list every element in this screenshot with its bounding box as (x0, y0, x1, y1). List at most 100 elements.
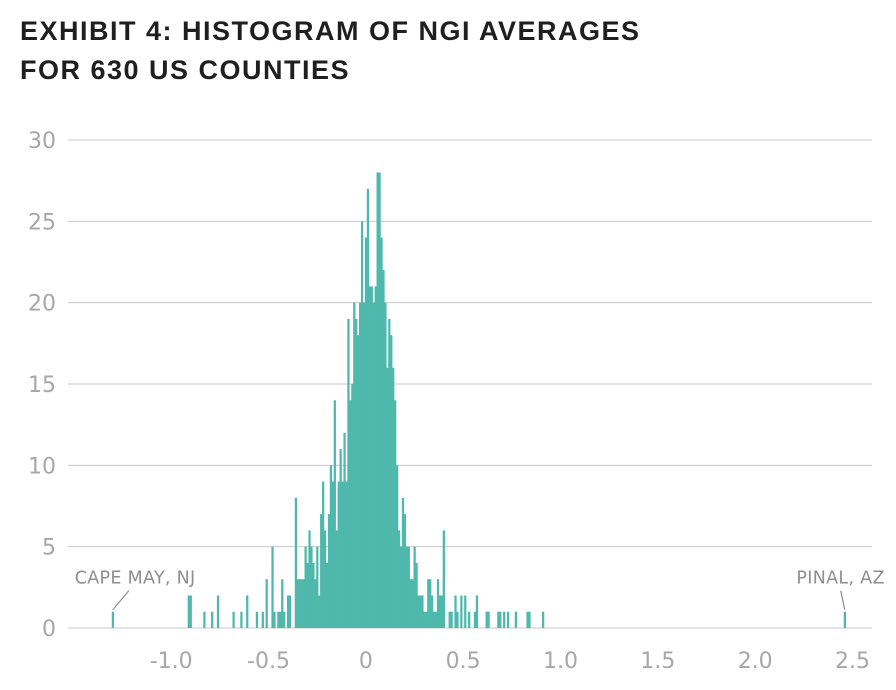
annotation-leader-line (840, 590, 846, 610)
histogram-bar (232, 611, 235, 628)
histogram-bar (316, 546, 319, 628)
x-tick-label: 2.5 (835, 649, 870, 674)
histogram-bar (436, 579, 440, 628)
histogram-bar (401, 497, 405, 628)
histogram-bar (403, 514, 407, 628)
y-tick-label: 20 (28, 292, 56, 317)
histogram-bar (448, 611, 451, 628)
histogram-bar (526, 611, 529, 628)
histogram-bar (438, 595, 442, 628)
histogram-bar (423, 611, 426, 628)
histogram-bar (325, 562, 329, 628)
histogram-bar (370, 286, 373, 628)
histogram-bar (216, 595, 220, 628)
x-tick-label: -1.0 (150, 649, 193, 674)
histogram-bar (359, 302, 362, 628)
histogram-bar (419, 595, 422, 628)
histogram-bar (283, 611, 286, 628)
histogram-bar (506, 611, 510, 628)
histogram-bar (417, 595, 420, 628)
histogram-bar (431, 595, 434, 628)
histogram-bar (362, 302, 366, 628)
histogram-bar (240, 611, 243, 628)
histogram-bar (357, 335, 360, 628)
histogram-bar (528, 611, 531, 628)
y-tick-label: 0 (42, 617, 56, 642)
histogram-bar (279, 611, 282, 628)
histogram-bar (211, 611, 214, 628)
y-tick-label: 10 (28, 454, 56, 479)
y-tick-label: 5 (42, 536, 56, 561)
histogram-bar (442, 530, 445, 628)
x-tick-label: 1.5 (640, 649, 675, 674)
histogram-bar (329, 465, 333, 628)
histogram-bar (331, 481, 335, 628)
x-tick-label: 2.0 (738, 649, 773, 674)
y-tick-label: 15 (28, 373, 56, 398)
histogram-bar (203, 611, 206, 628)
histogram-bar (427, 579, 430, 628)
histogram-bar (366, 188, 370, 629)
annotations: CAPE MAY, NJ PINAL, AZ (75, 569, 884, 611)
histogram-bar (296, 579, 299, 628)
histogram-bar (277, 611, 280, 628)
histogram-bar (405, 546, 408, 628)
histogram-bar (386, 367, 389, 628)
histogram-bar (384, 302, 387, 628)
histogram-bar (273, 611, 276, 628)
histogram-bar (514, 611, 518, 628)
histogram-bar (111, 611, 115, 628)
histogram-bar (304, 546, 307, 628)
y-axis-tick-labels: 0 5 10 15 20 25 30 (28, 129, 56, 642)
histogram-bar (485, 611, 488, 628)
histogram-bar (368, 286, 371, 628)
histogram-bar (349, 400, 352, 628)
histogram-bar (378, 172, 381, 629)
histogram-bar (347, 318, 350, 628)
histogram-bar (399, 546, 403, 628)
histogram-bar (339, 449, 342, 628)
histogram-bar (343, 432, 346, 628)
histogram-bar (407, 546, 410, 628)
histogram-bar (415, 562, 418, 628)
annotation-label: CAPE MAY, NJ (75, 569, 196, 589)
histogram-bar (468, 611, 471, 628)
histogram-bar (429, 579, 432, 628)
histogram-bar (341, 481, 344, 628)
histogram-bar (298, 579, 301, 628)
histogram-bar (456, 611, 459, 628)
histogram-bar (246, 595, 249, 628)
histogram-bar (345, 481, 348, 628)
histogram-bar (454, 595, 457, 628)
annotation-leader-line (112, 590, 130, 611)
x-tick-label: -0.5 (247, 649, 290, 674)
histogram-bar (294, 497, 298, 628)
histogram-bar (333, 400, 336, 628)
chart-title: EXHIBIT 4: HISTOGRAM OF NGI AVERAGES FOR… (20, 12, 641, 90)
histogram-bar (261, 611, 264, 628)
histogram-bar (323, 530, 327, 628)
histogram-bar (440, 595, 444, 628)
chart-title-line-2: FOR 630 US COUNTIES (20, 55, 351, 85)
histogram-bar (300, 579, 303, 628)
histogram-bar (475, 595, 479, 628)
chart-title-line-1: EXHIBIT 4: HISTOGRAM OF NGI AVERAGES (20, 16, 641, 46)
histogram-bar (409, 579, 412, 628)
histogram-bars (111, 172, 846, 629)
histogram-bar (337, 481, 340, 628)
histogram-bar (460, 595, 463, 628)
histogram-bar (434, 611, 438, 628)
y-tick-label: 25 (28, 210, 56, 235)
histogram-bar (394, 400, 397, 628)
x-tick-label: 1.0 (543, 649, 578, 674)
histogram-bar (318, 595, 321, 628)
histogram-bar (473, 611, 477, 628)
histogram-bar (351, 384, 354, 628)
histogram-bar (497, 611, 500, 628)
histogram-bar (464, 595, 467, 628)
histogram-bar (320, 514, 323, 628)
histogram-bar (335, 530, 338, 628)
y-tick-label: 30 (28, 129, 56, 154)
histogram-bar (255, 611, 259, 628)
